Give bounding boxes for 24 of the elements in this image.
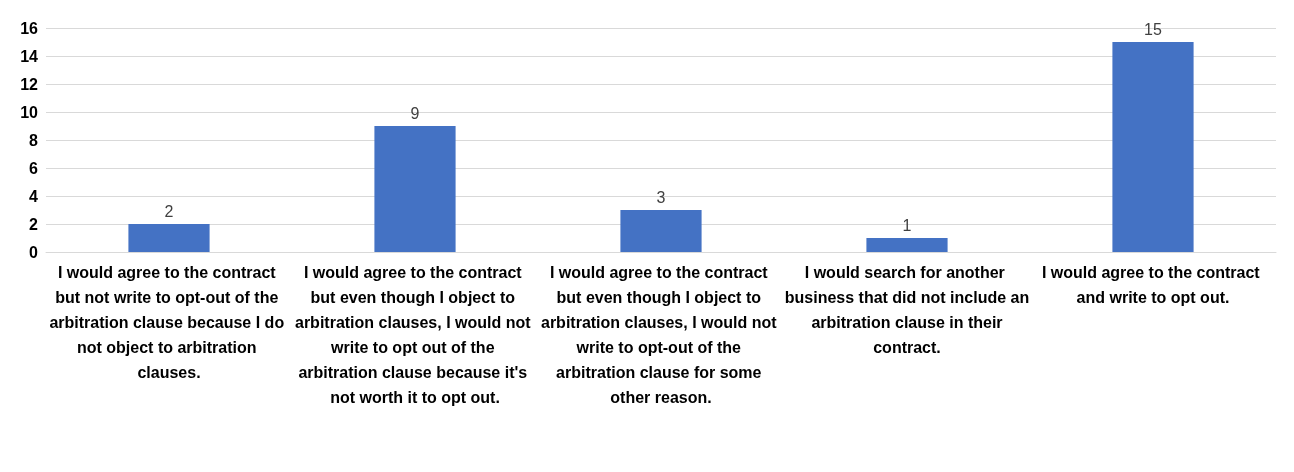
y-tick-label: 12 [20, 75, 39, 93]
x-tick-label: I would agree to the contract but even though I object to arbitration clauses, I would not write to opt-out of the arbitration clause for some other reason. [540, 264, 782, 406]
bar [1112, 42, 1194, 252]
x-tick-label: I would agree to the contract and write to opt out. [1041, 264, 1265, 306]
y-tick-label: 14 [20, 47, 39, 65]
y-tick-label: 2 [29, 215, 39, 233]
data-label: 15 [1144, 20, 1162, 38]
data-label: 9 [410, 104, 420, 122]
data-label: 1 [902, 216, 912, 234]
x-tick-label: I would agree to the contract but even though I object to arbitration clauses, I would not write to opt out of the arbitration clause because it's not worth it to opt out. [294, 264, 536, 406]
y-tick-label: 8 [29, 131, 39, 149]
y-tick-label: 4 [29, 187, 39, 205]
y-tick-label: 16 [20, 19, 39, 37]
y-tick-label: 10 [20, 103, 39, 121]
data-label: 3 [656, 188, 666, 206]
bar [620, 210, 702, 252]
y-tick-label: 0 [29, 243, 39, 261]
x-tick-label: I would search for another business that did not include an arbitration clause in their contract. [784, 264, 1030, 356]
bar [866, 238, 948, 252]
bar [128, 224, 210, 252]
x-tick-label: I would agree to the contract but not write to opt-out of the arbitration clause because I do not object to arbitration clauses. [49, 264, 289, 381]
y-tick-label: 6 [29, 159, 39, 177]
bar [374, 126, 456, 252]
data-label: 2 [164, 202, 174, 220]
